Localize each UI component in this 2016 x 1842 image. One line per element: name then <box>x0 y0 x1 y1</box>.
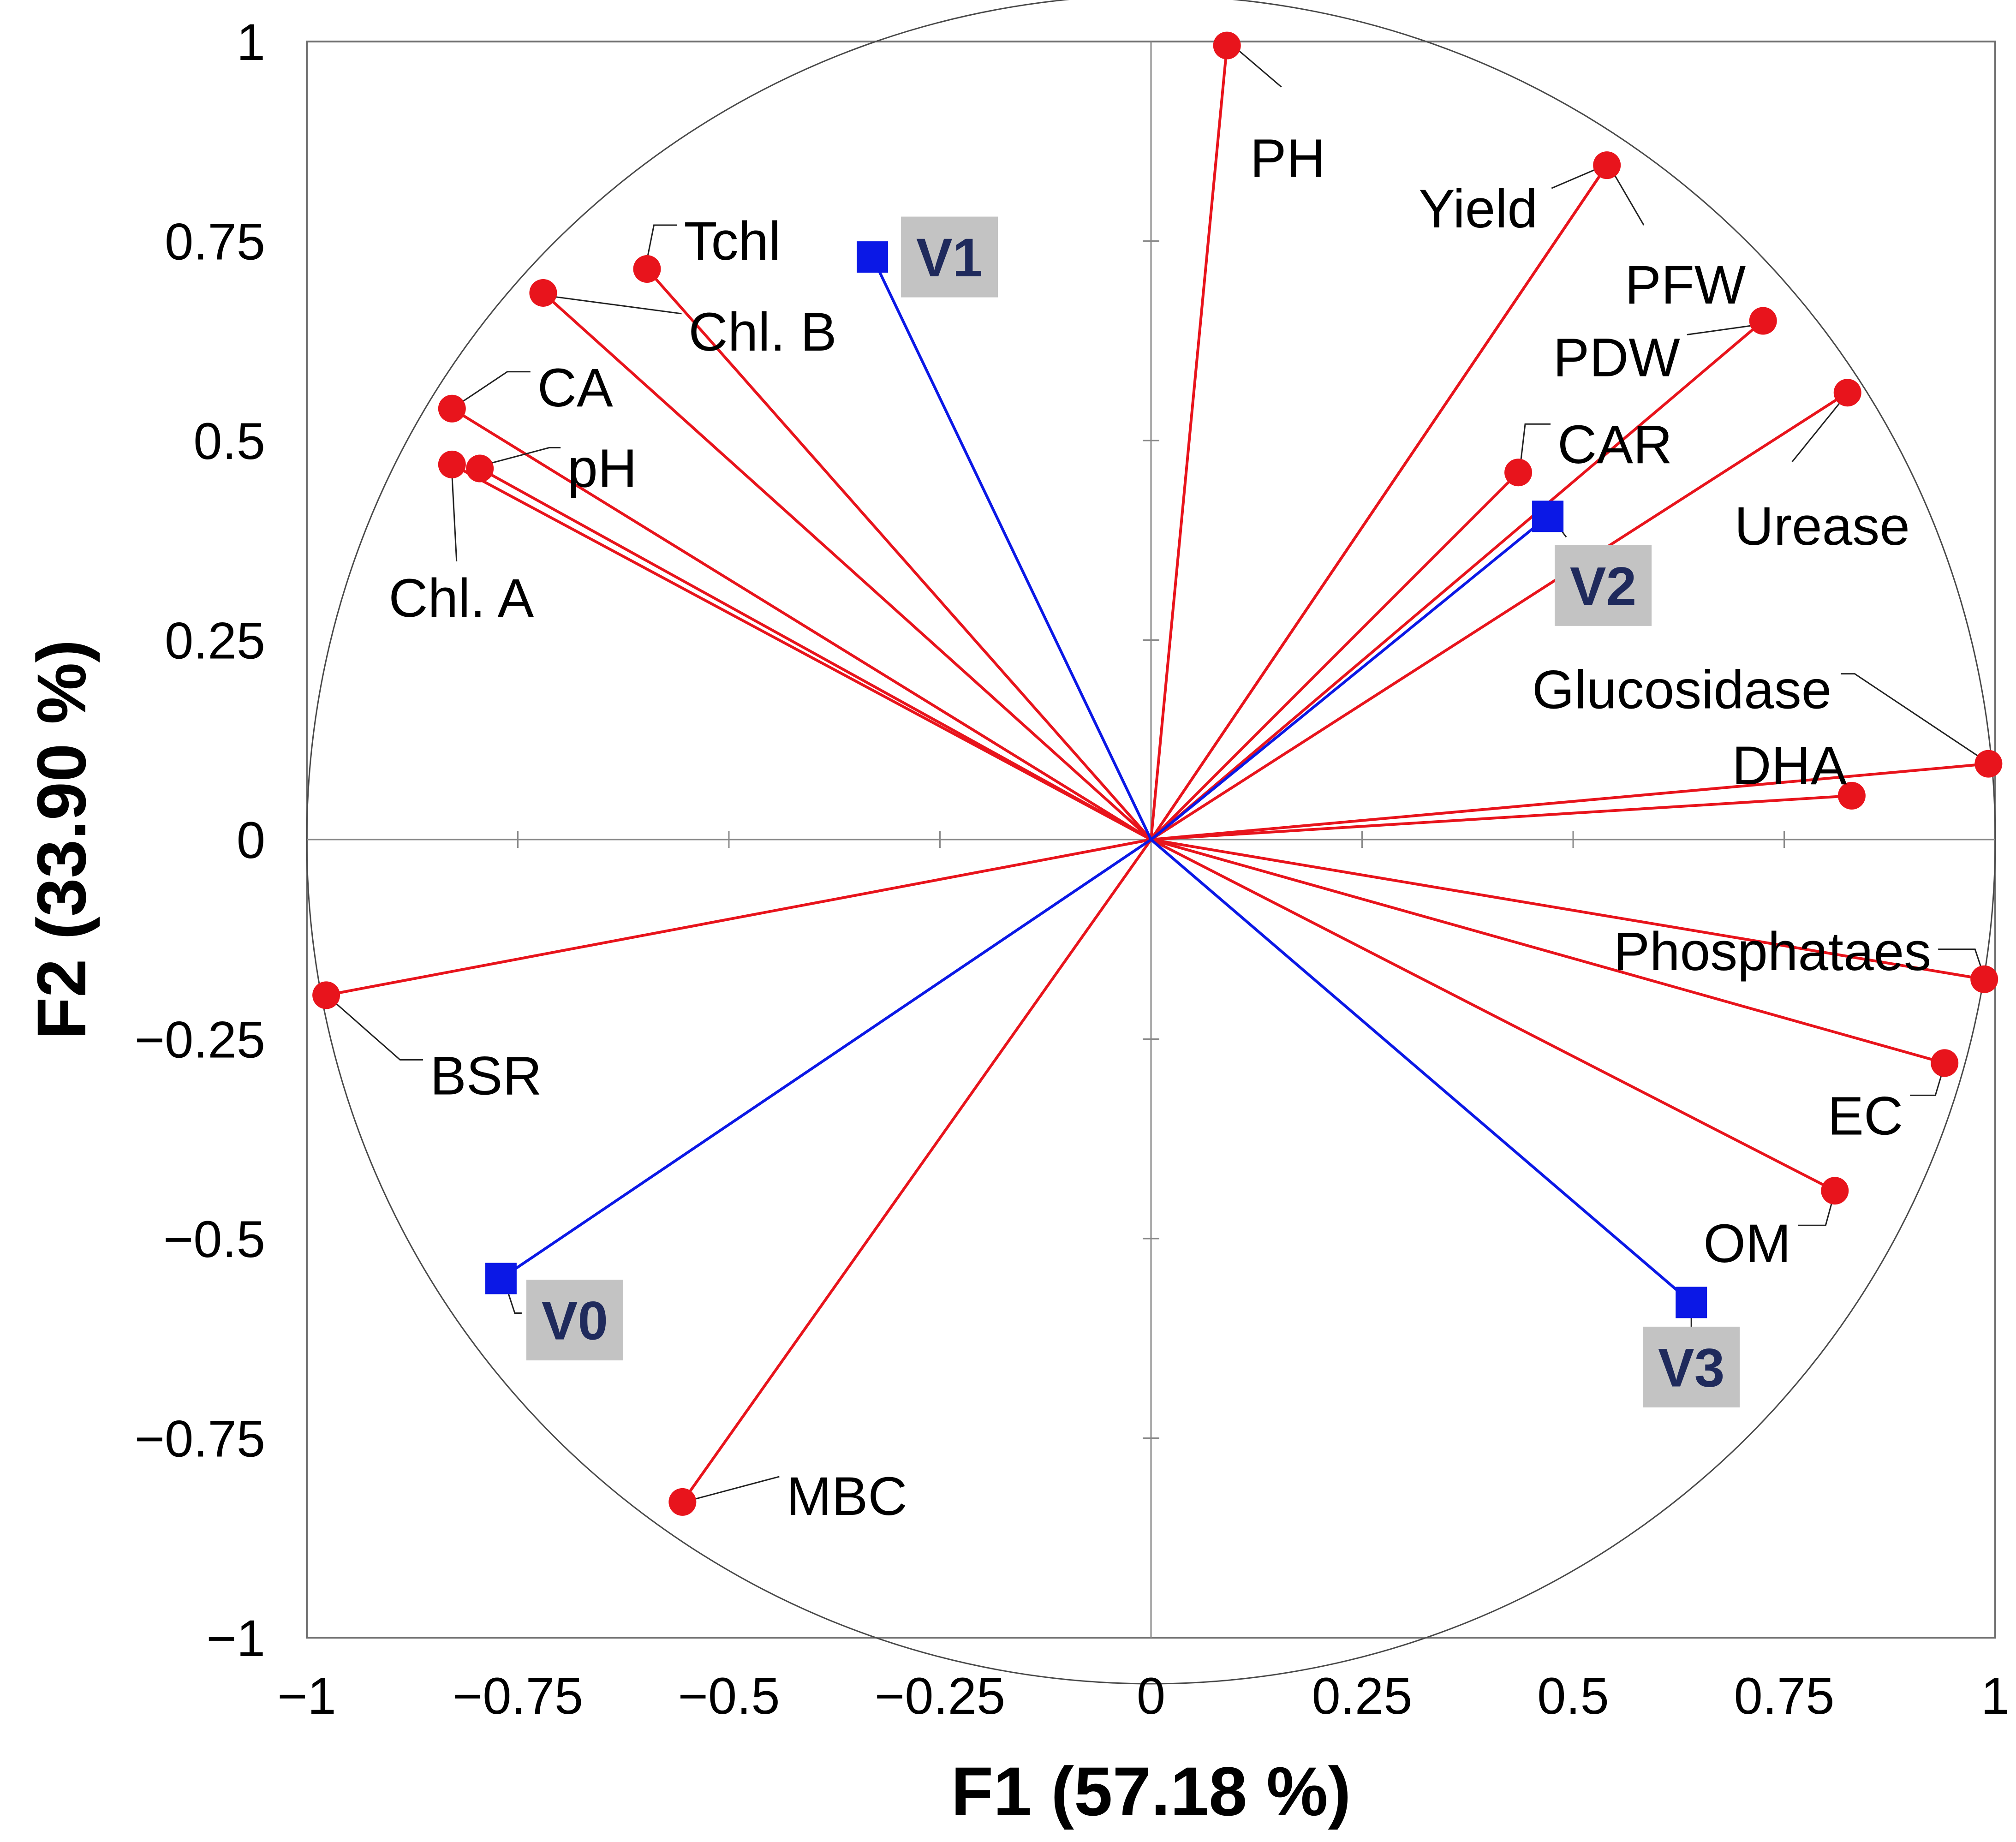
variable-vectors-group <box>326 45 1989 1503</box>
label-yield: Yield <box>1419 179 1538 239</box>
point-bsr <box>312 981 340 1009</box>
x-tick-label: 0.5 <box>1537 1667 1609 1725</box>
y-axis-title: F2 (33.90 %) <box>23 639 100 1039</box>
y-tick-label: −0.75 <box>135 1410 265 1468</box>
vector-tchl <box>646 268 1152 841</box>
x-tick-label: 0.25 <box>1312 1667 1413 1725</box>
x-tick-label: 1 <box>1981 1667 2010 1725</box>
obs-label-bg-v2 <box>1555 545 1652 626</box>
point-phosphataes <box>1970 965 1998 993</box>
label-mbc: MBC <box>786 1466 907 1527</box>
label-phosphataes: Phosphataes <box>1613 921 1931 982</box>
obs-point-v1 <box>857 241 889 273</box>
obs-vector-v0 <box>500 838 1152 1280</box>
vector-dha <box>1151 794 1852 841</box>
point-pdw <box>1749 307 1777 335</box>
vector-phosphataes <box>1151 838 1985 981</box>
obs-vector-v2 <box>1150 515 1549 841</box>
label-pfw: PFW <box>1625 255 1746 316</box>
label-om: OM <box>1703 1213 1791 1274</box>
point-car <box>1504 459 1533 487</box>
vector-ph <box>1150 45 1229 840</box>
label-ph: pH <box>567 438 637 499</box>
x-tick-label: −0.25 <box>875 1667 1005 1725</box>
point-om <box>1821 1177 1849 1205</box>
label-dha: DHA <box>1732 735 1847 796</box>
y-tick-label: 0 <box>237 811 265 869</box>
labels-group: PH Yield PFW PDW CAR Urease Glucosidase DHA Phos… <box>388 128 1931 1527</box>
label-glucosidase: Glucosidase <box>1532 660 1831 721</box>
label-tchl: Tchl <box>684 211 781 272</box>
obs-point-v2 <box>1532 501 1564 532</box>
point-ph <box>1213 31 1241 60</box>
point-mbc <box>668 1488 697 1516</box>
point-ca <box>438 394 466 423</box>
point-urease <box>1833 379 1861 407</box>
x-tick-label: 0.75 <box>1734 1667 1835 1725</box>
vector-bsr <box>326 838 1151 997</box>
vector-ec <box>1151 838 1945 1065</box>
x-axis-title: F1 (57.18 %) <box>951 1753 1351 1830</box>
y-tick-label: 0.25 <box>165 612 265 670</box>
label-car: CAR <box>1557 414 1672 475</box>
x-tick-label: 0 <box>1137 1667 1165 1725</box>
label-pdw: PDW <box>1553 328 1680 388</box>
point-glucosidase <box>1974 750 2003 778</box>
observation-vectors-group <box>500 256 1693 1304</box>
y-tick-label: 1 <box>237 13 265 71</box>
obs-point-v0 <box>485 1263 517 1294</box>
label-chl-a: Chl. A <box>388 568 534 629</box>
plot-frame-group <box>306 0 1996 1684</box>
point-tchl <box>633 255 661 283</box>
label-chl-b: Chl. B <box>688 302 836 363</box>
label-ec: EC <box>1827 1085 1903 1146</box>
obs-label-v2: V2 <box>1570 556 1636 617</box>
obs-label-bg-v1 <box>901 216 998 298</box>
x-tick-label: −0.75 <box>453 1667 583 1725</box>
vector-chl-b <box>542 292 1152 841</box>
obs-vector-v3 <box>1150 838 1693 1304</box>
vector-om <box>1150 838 1836 1192</box>
y-tick-label: −0.25 <box>135 1011 265 1069</box>
vector-urease <box>1150 391 1849 841</box>
y-tick-label: 0.5 <box>193 412 265 470</box>
point-ec <box>1931 1049 1959 1077</box>
obs-vector-v1 <box>871 256 1152 841</box>
vector-chl-a <box>451 463 1152 841</box>
y-tick-label: −1 <box>206 1610 265 1667</box>
points-group <box>312 31 2003 1516</box>
leader-chl-a <box>451 464 458 561</box>
vector-car <box>1150 471 1520 841</box>
label-ca: CA <box>537 358 613 418</box>
x-tick-label: −1 <box>277 1667 336 1725</box>
label-ph: PH <box>1250 128 1326 189</box>
label-urease: Urease <box>1735 496 1910 557</box>
obs-label-bg-v3 <box>1643 1326 1740 1407</box>
leader-glucosidase <box>1841 673 1989 764</box>
y-tick-label: 0.75 <box>165 213 265 271</box>
point-yield <box>1593 151 1621 179</box>
obs-label-v3: V3 <box>1658 1337 1724 1398</box>
vector-mbc <box>681 839 1152 1503</box>
point-chl-a <box>438 450 466 478</box>
point-chl-b <box>529 279 557 307</box>
leader-bsr <box>326 995 423 1061</box>
vector-ca <box>451 407 1152 841</box>
vector-pfw <box>1150 164 1608 841</box>
obs-point-v3 <box>1676 1287 1707 1318</box>
point-ph <box>466 454 494 483</box>
obs-label-v1: V1 <box>916 227 983 288</box>
x-tick-label: −0.5 <box>678 1667 780 1725</box>
axes-text-group: −1 −0.75 −0.5 −0.25 0 0.25 0.5 0.75 1 1 0.75 0.5 0.2… <box>23 13 2010 1830</box>
vector-pdw <box>1150 320 1764 841</box>
vector-glucosidase <box>1151 762 1989 841</box>
point-dha <box>1837 781 1866 810</box>
obs-label-bg-v0 <box>526 1280 623 1360</box>
y-tick-label: −0.5 <box>163 1210 265 1268</box>
label-bsr: BSR <box>430 1045 542 1106</box>
vector-ph <box>479 467 1152 841</box>
obs-label-v0: V0 <box>542 1291 608 1352</box>
